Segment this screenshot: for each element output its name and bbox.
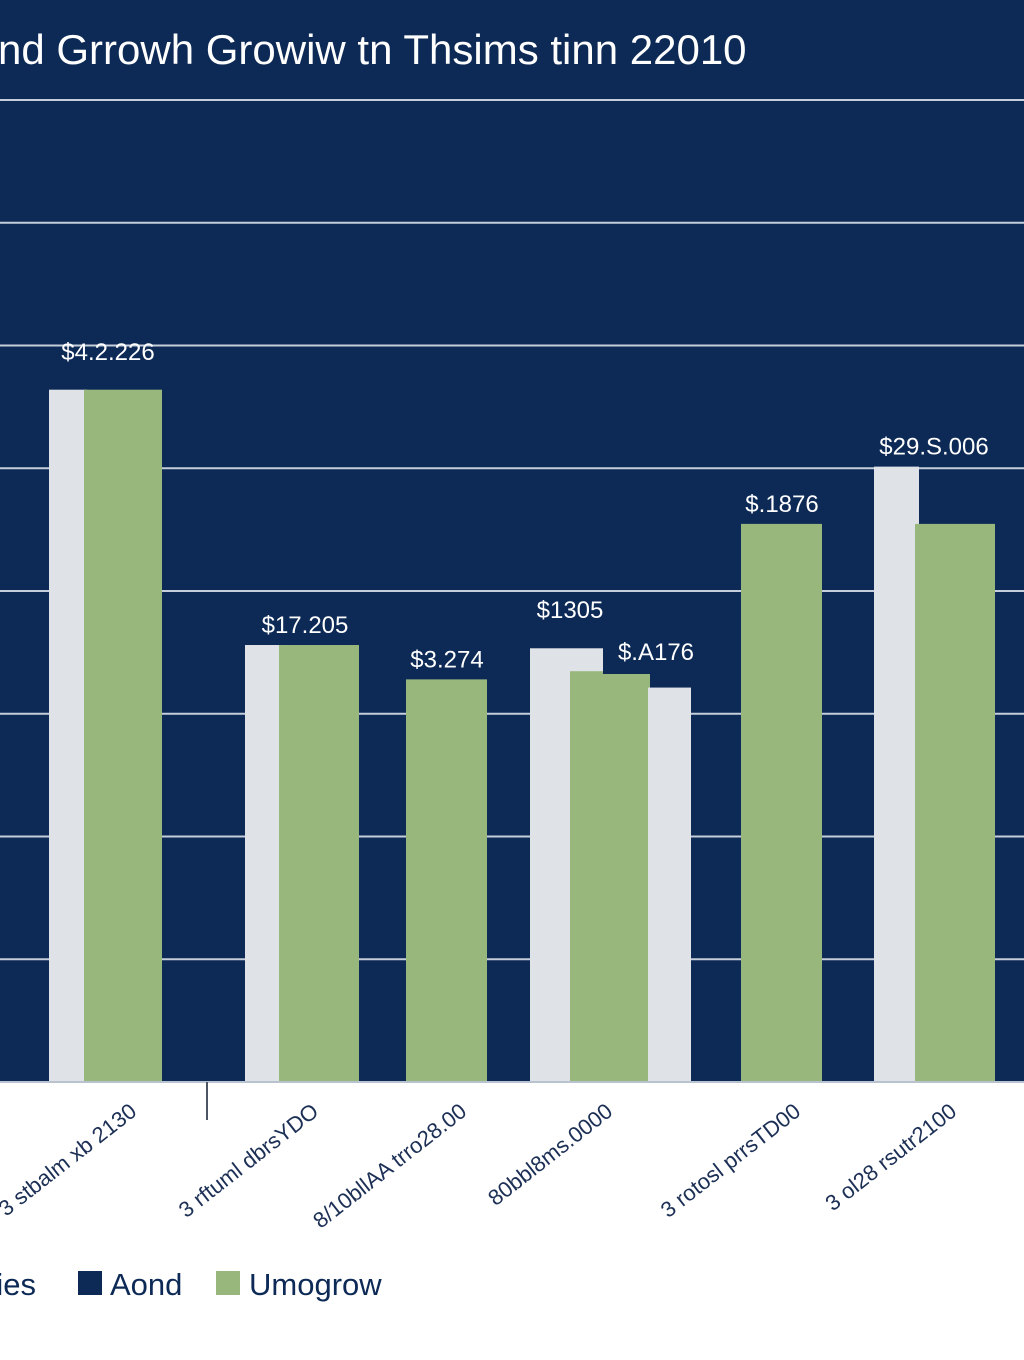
x-tick-labels: 3 stbalm xb 2130 3 rftuml dbrsYDO8/10bllA… [0,1098,961,1233]
data-label-0-5: $29.S.006 [879,434,988,461]
x-tick-label-5: 3 ol28 rsutr2100 [820,1098,961,1216]
legend-label-2: Umogrow [249,1267,382,1302]
data-label-1-2: $3.274 [410,646,483,673]
bar-ies-5 [874,466,919,1082]
bar-Umogrow-3 [570,671,650,1082]
x-tick-label-2: 8/10bllAA trro28.00 [308,1098,471,1233]
legend-label-1: Aond [110,1267,182,1302]
data-label-0-4: $.A176 [618,639,694,666]
legend-swatch-1 [78,1271,102,1295]
bars [49,389,995,1082]
data-labels: $4.2.226 $1305 $.A176 $29.S.006 $17.205 $3.27… [61,339,989,674]
bar-extra-0 [741,523,822,1082]
legend-swatch-2 [216,1271,240,1295]
data-label-0-3: $1305 [537,597,604,624]
bar-Umogrow-1 [279,645,359,1082]
x-tick-label-1: 3 rftuml dbrsYDO [174,1098,323,1222]
x-tick-label-0: 3 stbalm xb 2130 [0,1098,141,1221]
legend-label-0: ies [0,1267,36,1302]
bar-Umogrow-2 [406,679,487,1082]
data-label-1-1: $17.205 [262,612,349,639]
x-tick-label-4: 3 rotosl prrsTD00 [656,1098,805,1222]
plot-background [0,0,1024,1082]
data-label-0-0: $4.2.226 [61,339,154,366]
bar-Umogrow-0 [84,389,162,1082]
bar-ies-0 [49,389,87,1082]
data-label-box-4 [603,631,691,674]
bar-ies-4 [648,687,691,1082]
bar-ies-1 [245,645,283,1082]
x-tick-label-3: 80bbl8ms.0000 [483,1098,617,1210]
bar-Umogrow-5 [915,523,995,1082]
gridlines [0,99,1024,961]
legend: ies Aond Umogrow [0,1267,382,1302]
data-label-2-4: $.1876 [745,491,818,518]
chart-title: nd Grrowh Growiw tn Thsims tinn 22010 [0,26,747,73]
